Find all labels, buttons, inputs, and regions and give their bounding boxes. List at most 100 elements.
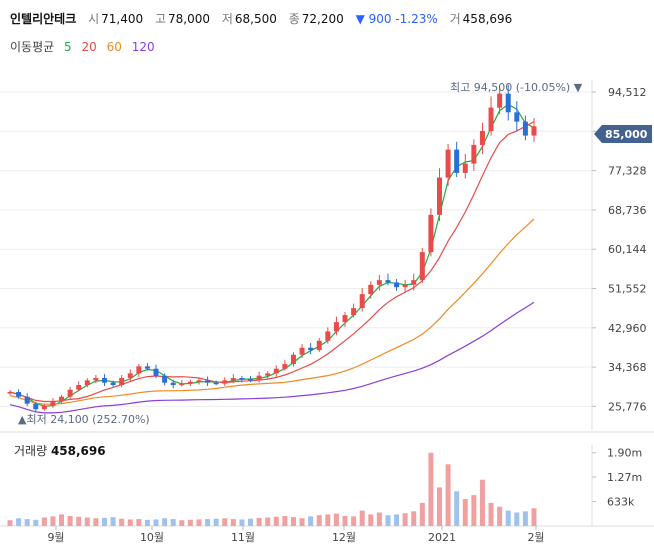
- candle-body: [514, 112, 520, 122]
- ma-legend-label: 이동평균: [10, 40, 55, 54]
- candle-body: [41, 406, 47, 410]
- price-tick-label: 77,328: [608, 165, 647, 178]
- stock-header: 인텔리안테크 시 71,400 고 78,000 저 68,500 종 72,200 ▼…: [10, 10, 520, 27]
- volume-bar: [471, 495, 477, 526]
- volume-bar: [522, 511, 528, 526]
- candle-body: [351, 308, 357, 316]
- candle-body: [7, 392, 13, 394]
- candle-body: [187, 381, 193, 384]
- volume-bar: [76, 516, 82, 526]
- candle-body: [93, 378, 99, 381]
- volume-header-value: 458,696: [462, 12, 513, 26]
- volume-bar: [50, 516, 56, 526]
- moving-average-lines: [9, 103, 535, 414]
- candle-body: [196, 380, 202, 382]
- volume-bar: [342, 515, 348, 526]
- volume-bar: [230, 519, 236, 526]
- ma-legend: 이동평균 5 20 60 120: [10, 38, 161, 55]
- close-value: 72,200: [301, 12, 344, 26]
- volume-tick-label: 1.27m: [607, 471, 642, 484]
- candle-body: [368, 284, 374, 295]
- ma120-line: [9, 301, 535, 414]
- price-tick-label: 42,960: [608, 322, 647, 335]
- candle-body: [119, 378, 125, 386]
- candle-body: [445, 149, 451, 178]
- volume-bar: [316, 515, 322, 526]
- candle-body: [239, 378, 245, 380]
- volume-tick-label: 633k: [607, 496, 635, 509]
- price-tick-label: 60,144: [608, 243, 647, 256]
- volume-bar: [162, 518, 168, 526]
- volume-bar: [144, 519, 150, 526]
- candle-body: [265, 373, 271, 376]
- volume-bar: [299, 518, 305, 526]
- volume-bar: [437, 487, 442, 526]
- volume-bar: [119, 518, 125, 526]
- volume-bars: [7, 452, 537, 526]
- time-tick-label: 11월: [231, 531, 255, 544]
- candle-body: [290, 354, 296, 365]
- candle-body: [531, 126, 537, 136]
- volume-bar: [333, 513, 339, 526]
- candle-body: [162, 375, 168, 383]
- time-axis: 9월 10월 11월 12월 2021 2월: [47, 526, 545, 544]
- volume-bar: [454, 491, 460, 526]
- candle-body: [24, 396, 30, 404]
- candle-body: [411, 280, 417, 285]
- volume-bar: [196, 519, 202, 526]
- volume-bar: [505, 510, 511, 526]
- low-label: 저: [221, 12, 233, 26]
- change-value: ▼ 900 -1.23%: [355, 12, 438, 26]
- volume-bar: [376, 512, 382, 526]
- candle-body: [144, 366, 150, 369]
- candle-body: [402, 284, 408, 288]
- volume-bar: [488, 502, 494, 526]
- price-tick-label: 51,552: [608, 283, 647, 296]
- candles: [7, 84, 537, 412]
- volume-bar: [497, 506, 503, 526]
- candle-body: [505, 93, 511, 113]
- volume-bar: [33, 519, 39, 526]
- volume-bar: [101, 517, 107, 526]
- volume-bar: [445, 464, 451, 526]
- candle-body: [273, 368, 279, 374]
- candle-body: [67, 389, 73, 397]
- volume-value: 458,696: [50, 444, 106, 458]
- volume-bar: [308, 516, 314, 526]
- candle-body: [488, 107, 494, 131]
- volume-bar: [153, 519, 159, 526]
- volume-bar: [7, 520, 13, 526]
- price-tick-label: 34,368: [608, 361, 647, 374]
- volume-bar: [428, 452, 434, 526]
- ma-20: 20: [81, 40, 97, 54]
- volume-bar: [531, 508, 537, 526]
- volume-bar: [205, 519, 211, 526]
- candle-body: [101, 378, 107, 383]
- volume-bar: [325, 514, 331, 526]
- candle-body: [471, 144, 477, 164]
- time-tick-label: 9월: [47, 531, 64, 544]
- volume-bar: [179, 520, 185, 526]
- candle-body: [333, 322, 339, 332]
- low-value: 68,500: [234, 12, 277, 26]
- volume-bar: [273, 516, 279, 526]
- volume-bar: [24, 519, 30, 526]
- volume-bar: [411, 511, 417, 526]
- candle-body: [394, 282, 400, 288]
- volume-bar: [282, 515, 288, 526]
- volume-bar: [222, 518, 228, 526]
- volume-bar: [351, 516, 357, 526]
- candle-body: [376, 280, 382, 285]
- ma-120: 120: [131, 40, 155, 54]
- price-tick-label: 25,776: [608, 400, 647, 413]
- volume-bar: [127, 519, 133, 526]
- volume-bar: [67, 515, 73, 526]
- grid: [0, 91, 654, 527]
- volume-header-label: 거: [449, 12, 461, 26]
- candle-body: [497, 93, 503, 108]
- candle-body: [33, 403, 39, 410]
- price-tick-label: 68,736: [608, 204, 647, 217]
- current-price-label: 85,000: [605, 128, 648, 141]
- volume-bar: [93, 518, 99, 526]
